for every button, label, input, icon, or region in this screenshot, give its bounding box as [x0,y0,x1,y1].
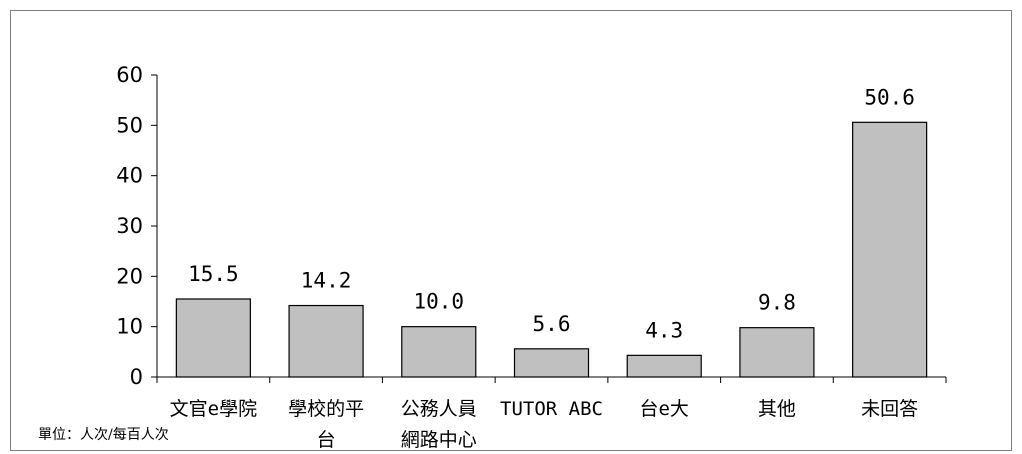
x-category-label: 公務人員 [401,398,477,420]
data-label: 50.6 [864,85,915,109]
x-category-label: 台 [317,429,336,451]
bar [288,304,364,378]
y-tick-label: 30 [116,214,143,238]
data-label: 4.3 [645,318,683,342]
x-category-label: 網路中心 [401,429,477,451]
x-category-label: 學校的平 [288,398,364,420]
bar [626,354,702,378]
y-tick-label: 20 [116,264,143,288]
x-category-label: 其他 [758,398,796,420]
bar [401,326,477,378]
bar [739,327,815,378]
chart-frame: 0 10 20 30 40 50 60 15.5 文官e學院 14.2 學校的平台 10.0 公務人員網… [10,10,1012,451]
data-label: 14.2 [301,269,352,293]
y-tick-label: 0 [130,365,143,389]
bar [513,348,590,378]
y-tick-label: 40 [116,164,143,188]
x-category-label: 文官e學院 [170,398,257,420]
x-category-label: 台e大 [639,398,688,420]
unit-note: 單位：人次/每百人次 [38,427,169,443]
bar [175,298,251,378]
bar [852,121,928,378]
x-category-label: TUTOR ABC [500,398,603,420]
data-label: 5.6 [533,312,571,336]
data-label: 15.5 [188,262,239,286]
y-tick-label: 50 [116,113,143,137]
y-tick-label: 10 [116,315,143,339]
data-label: 9.8 [758,291,796,315]
data-label: 10.0 [413,290,464,314]
y-tick-label: 60 [116,63,143,87]
x-category-label: 未回答 [861,398,918,420]
